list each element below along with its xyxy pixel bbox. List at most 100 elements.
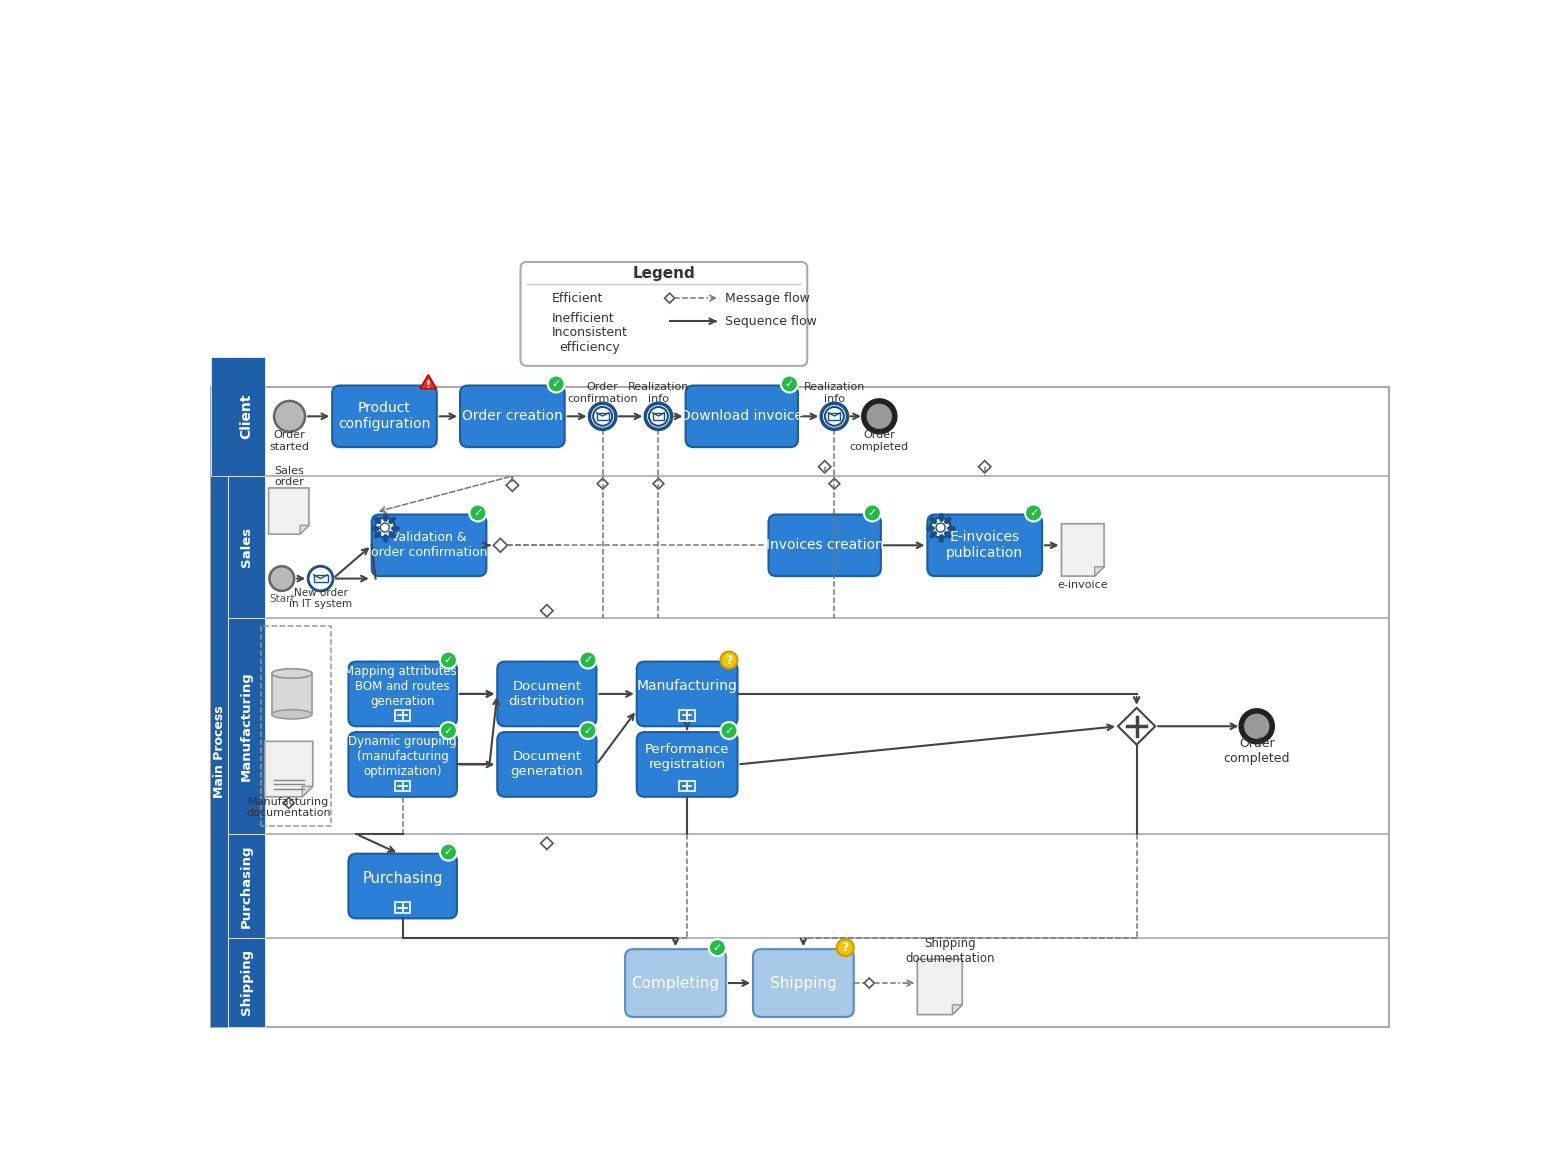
FancyBboxPatch shape [348, 662, 457, 726]
Circle shape [646, 403, 672, 429]
Text: Dynamic grouping
(manufacturing
optimization): Dynamic grouping (manufacturing optimiza… [348, 735, 457, 779]
Bar [228, 938, 265, 1026]
Text: ✓: ✓ [473, 509, 482, 518]
Text: ?: ? [841, 941, 849, 954]
Text: Manufacturing
documentation: Manufacturing documentation [246, 797, 331, 818]
Circle shape [440, 844, 457, 860]
Bar [828, 413, 841, 420]
Text: Sequence flow: Sequence flow [725, 314, 817, 327]
Text: Sales
order: Sales order [275, 465, 304, 487]
Text: Order
completed: Order completed [1223, 736, 1290, 765]
FancyBboxPatch shape [626, 949, 725, 1017]
Polygon shape [493, 539, 507, 552]
Polygon shape [284, 797, 295, 808]
Text: Manufacturing: Manufacturing [240, 671, 253, 781]
Polygon shape [541, 837, 554, 850]
Text: Shipping: Shipping [771, 976, 836, 990]
Text: ✓: ✓ [443, 848, 452, 857]
Circle shape [930, 518, 950, 538]
Text: Mapping attributes,
BOM and routes
generation: Mapping attributes, BOM and routes gener… [345, 665, 460, 707]
Polygon shape [268, 487, 309, 534]
Text: !: ! [535, 314, 540, 324]
Text: Document
generation: Document generation [510, 750, 583, 779]
Bar [228, 476, 265, 618]
FancyBboxPatch shape [332, 386, 437, 447]
FancyBboxPatch shape [371, 514, 487, 576]
Bar [652, 413, 665, 420]
Bar [314, 575, 328, 582]
Text: Invoices creation: Invoices creation [766, 538, 883, 552]
Text: e-invoice: e-invoice [1058, 580, 1108, 590]
Circle shape [440, 651, 457, 669]
Text: Purchasing: Purchasing [240, 844, 253, 928]
Polygon shape [828, 478, 839, 489]
FancyBboxPatch shape [753, 949, 853, 1017]
Text: ?: ? [725, 653, 733, 666]
Polygon shape [505, 479, 518, 491]
Text: ✓: ✓ [552, 379, 562, 389]
FancyBboxPatch shape [521, 262, 807, 366]
Text: Shipping
documentation: Shipping documentation [905, 938, 995, 966]
Circle shape [721, 651, 738, 669]
FancyBboxPatch shape [685, 386, 799, 447]
Polygon shape [541, 604, 554, 617]
Bar [211, 476, 228, 1026]
Circle shape [825, 407, 844, 426]
Text: Order
confirmation: Order confirmation [568, 382, 638, 404]
Circle shape [864, 505, 881, 521]
FancyBboxPatch shape [498, 662, 596, 726]
Text: ✓: ✓ [583, 655, 593, 665]
Circle shape [548, 375, 565, 393]
Text: Main Process: Main Process [212, 705, 226, 797]
Circle shape [529, 290, 546, 306]
Bar [395, 781, 410, 791]
Polygon shape [952, 1005, 963, 1015]
Bar [679, 710, 694, 721]
Circle shape [579, 722, 596, 739]
Circle shape [1025, 505, 1042, 521]
Circle shape [440, 722, 457, 739]
Text: Shipping: Shipping [240, 949, 253, 1016]
Polygon shape [1119, 707, 1156, 745]
Bar [271, 673, 312, 714]
FancyBboxPatch shape [460, 386, 565, 447]
Text: Manufacturing: Manufacturing [636, 679, 738, 693]
Text: ✓: ✓ [713, 942, 722, 953]
Polygon shape [864, 978, 874, 988]
Text: E-invoices
publication: E-invoices publication [947, 531, 1023, 560]
Text: ✓: ✓ [534, 293, 543, 303]
Text: Order
started: Order started [270, 430, 309, 451]
Text: ✓: ✓ [583, 726, 593, 735]
Bar [211, 387, 1388, 1026]
Circle shape [836, 939, 853, 956]
Circle shape [708, 939, 725, 956]
FancyBboxPatch shape [927, 514, 1042, 576]
Ellipse shape [271, 669, 312, 678]
Text: ✓: ✓ [1030, 509, 1039, 518]
Bar [395, 710, 410, 721]
Polygon shape [287, 756, 298, 768]
FancyBboxPatch shape [348, 853, 457, 919]
Circle shape [864, 401, 895, 431]
Text: Download invoice: Download invoice [680, 409, 803, 423]
Bar [395, 902, 410, 913]
Text: Order
completed: Order completed [850, 430, 909, 451]
Circle shape [721, 722, 738, 739]
Bar [211, 357, 265, 476]
Ellipse shape [271, 669, 312, 678]
Circle shape [590, 403, 616, 429]
Text: Start: Start [268, 594, 295, 603]
Text: !: ! [426, 380, 431, 390]
FancyBboxPatch shape [769, 514, 881, 576]
Polygon shape [265, 741, 314, 797]
Text: Message flow: Message flow [725, 291, 810, 305]
Text: Document
distribution: Document distribution [509, 680, 585, 708]
Text: ✓: ✓ [785, 379, 794, 389]
Text: Efficient: Efficient [552, 291, 602, 305]
Text: Legend: Legend [632, 267, 696, 281]
Circle shape [579, 651, 596, 669]
Text: Realization
info: Realization info [627, 382, 690, 404]
Circle shape [529, 332, 546, 350]
Polygon shape [303, 787, 314, 797]
Polygon shape [300, 525, 309, 534]
